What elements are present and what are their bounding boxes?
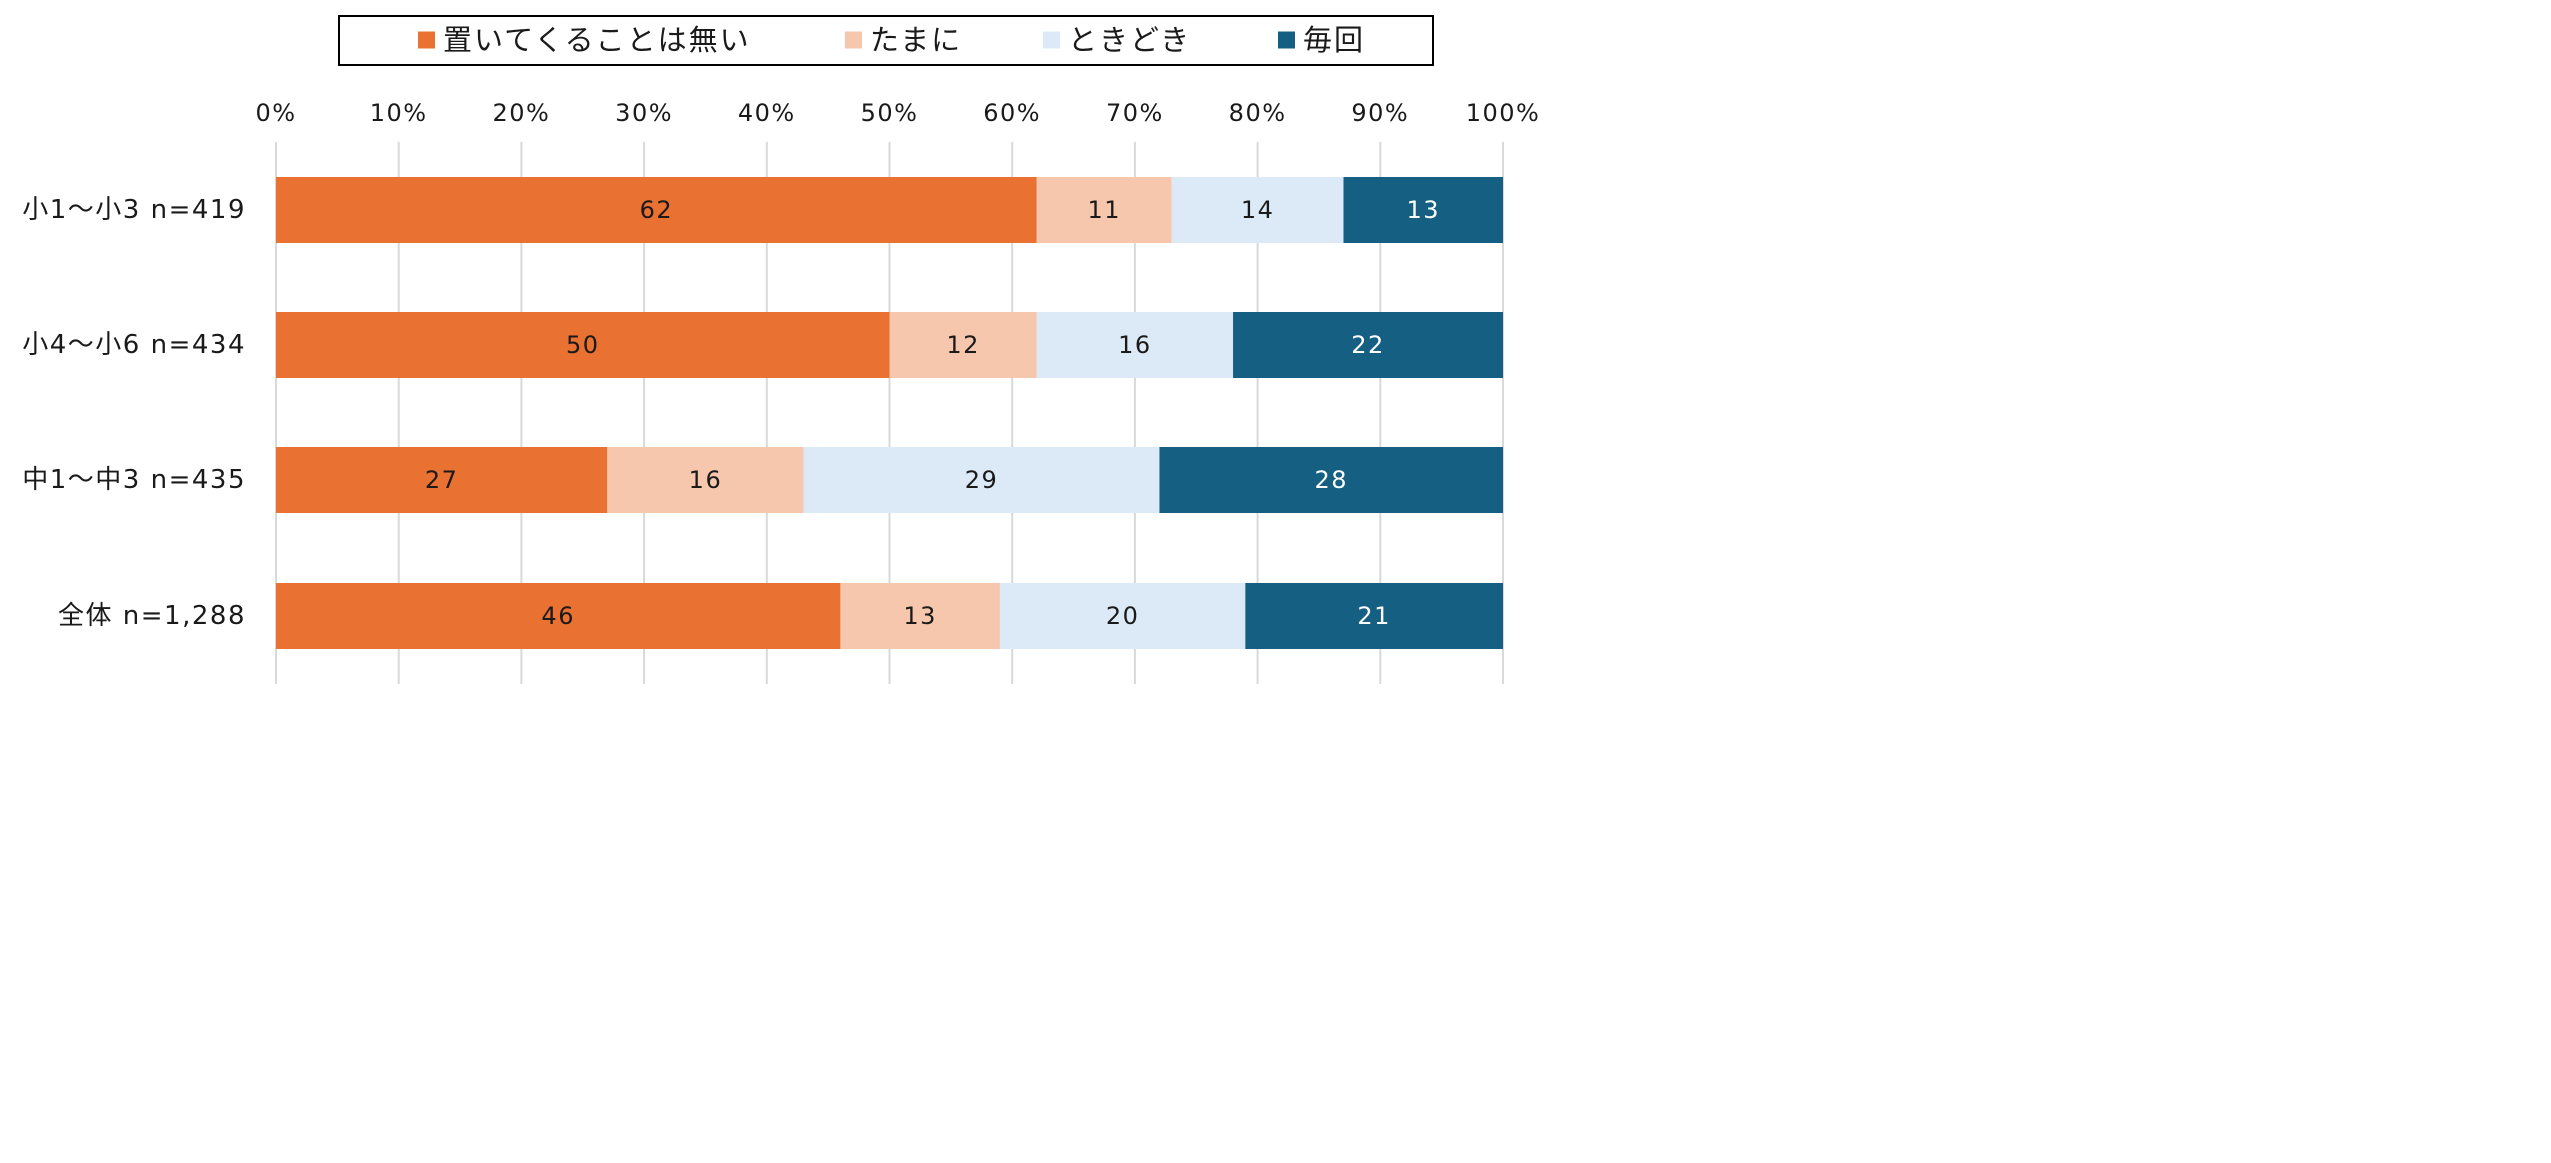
bar-segment [803,447,1160,513]
bar-segment [1343,177,1503,243]
data-label: 28 [1314,466,1348,494]
legend-item: 置いてくることは無い [418,23,751,57]
chart-container: 置いてくることは無い たまに ときどき 毎回 0% 10% 20% 30% 40% 50% 60%… [0,0,1552,708]
data-label: 11 [1087,196,1121,224]
legend-swatch [1043,31,1060,49]
bar-segment [276,447,608,513]
x-tick-label: 10% [370,99,428,127]
legend-label: ときどき [1068,23,1191,57]
data-label: 20 [1106,602,1140,630]
legend-swatch [418,31,435,49]
data-label: 29 [965,466,999,494]
x-tick-label: 80% [1229,99,1287,127]
data-label: 13 [903,602,937,630]
category-label: 中1～中3 n=435 [22,465,246,495]
x-tick-label: 30% [615,99,673,127]
x-tick-label: 70% [1106,99,1164,127]
legend-item: たまに [845,23,962,57]
stacked-bar-chart: 置いてくることは無い たまに ときどき 毎回 0% 10% 20% 30% 40% 50% 60%… [22,15,1541,684]
category-axis: 小1～小3 n=419 小4～小6 n=434 中1～中3 n=435 全体 n=1,… [22,195,246,631]
data-label: 13 [1406,196,1440,224]
data-label: 12 [946,331,980,359]
bar-segment [1171,177,1344,243]
legend-label: 置いてくることは無い [443,23,751,57]
bars: 62 11 14 13 50 12 16 22 27 16 29 28 46 13 20 21 [276,177,1503,649]
x-tick-label: 100% [1466,99,1541,127]
data-label: 50 [566,331,600,359]
bar-row: 46 13 20 21 [276,583,1503,649]
bar-segment [999,583,1246,649]
bar-segment [889,312,1037,378]
bar-segment [840,583,1000,649]
bar-segment [1233,312,1503,378]
x-tick-label: 90% [1351,99,1409,127]
data-label: 27 [425,466,459,494]
category-label: 小1～小3 n=419 [22,195,246,225]
bar-segment [607,447,804,513]
legend-item: ときどき [1043,23,1191,57]
data-label: 22 [1351,331,1385,359]
x-tick-label: 20% [492,99,550,127]
legend-swatch [1278,31,1295,49]
bar-segment [1245,583,1503,649]
bar-segment [1036,312,1234,378]
bar-segment [1159,447,1503,513]
bar-row: 27 16 29 28 [276,447,1503,513]
legend: 置いてくることは無い たまに ときどき 毎回 [338,15,1434,66]
legend-swatch [845,31,862,49]
x-tick-label: 0% [255,99,296,127]
legend-frame [338,15,1434,66]
bar-row: 50 12 16 22 [276,312,1503,378]
bar-segment [1036,177,1172,243]
x-tick-label: 60% [983,99,1041,127]
legend-label: たまに [870,23,962,57]
data-label: 46 [541,602,575,630]
legend-label: 毎回 [1303,23,1365,57]
data-label: 21 [1357,602,1391,630]
x-axis: 0% 10% 20% 30% 40% 50% 60% 70% 80% 90% 100% [255,99,1541,127]
legend-item: 毎回 [1278,23,1365,57]
category-label: 小4～小6 n=434 [22,330,246,360]
bar-segment [276,312,890,378]
bar-segment [276,177,1037,243]
data-label: 62 [640,196,674,224]
category-label: 全体 n=1,288 [58,601,246,631]
data-label: 16 [1118,331,1152,359]
data-label: 16 [689,466,723,494]
bar-segment [276,583,841,649]
x-tick-label: 50% [861,99,919,127]
bar-row: 62 11 14 13 [276,177,1503,243]
data-label: 14 [1241,196,1275,224]
x-tick-label: 40% [738,99,796,127]
